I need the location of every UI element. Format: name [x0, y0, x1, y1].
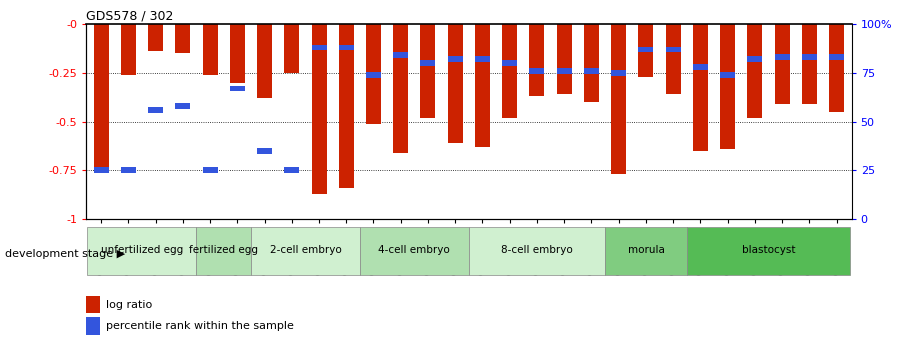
Bar [720, 24, 735, 149]
Text: blastocyst: blastocyst [742, 245, 795, 255]
Bar [584, 68, 599, 74]
Text: 4-cell embryo: 4-cell embryo [379, 245, 450, 255]
Bar [529, 24, 545, 96]
Bar [693, 24, 708, 151]
Bar [257, 24, 272, 98]
Bar [605, 227, 687, 275]
Bar [802, 55, 817, 60]
Bar [339, 45, 353, 50]
Bar [393, 24, 409, 153]
Text: 8-cell embryo: 8-cell embryo [501, 245, 573, 255]
Bar [747, 56, 763, 62]
Bar [775, 24, 790, 104]
Bar [86, 296, 100, 313]
Bar [339, 24, 353, 188]
Bar [360, 227, 468, 275]
Bar [120, 167, 136, 173]
Bar [666, 24, 680, 94]
Bar [197, 227, 251, 275]
Bar [720, 72, 735, 78]
Text: development stage ▶: development stage ▶ [5, 249, 125, 258]
Text: morula: morula [628, 245, 664, 255]
Bar [175, 24, 190, 53]
Bar [687, 227, 850, 275]
Bar [612, 24, 626, 174]
Bar [639, 47, 653, 52]
Bar [584, 24, 599, 102]
Bar [148, 107, 163, 113]
Bar [203, 167, 217, 173]
Bar [556, 24, 572, 94]
Bar [502, 24, 517, 118]
Text: log ratio: log ratio [106, 300, 152, 310]
Bar [556, 68, 572, 74]
Bar [230, 86, 245, 91]
Bar [86, 317, 100, 335]
Bar [251, 227, 360, 275]
Bar [88, 227, 197, 275]
Bar [829, 55, 844, 60]
Bar [175, 103, 190, 109]
Bar [420, 24, 436, 118]
Bar [502, 60, 517, 66]
Bar [666, 47, 680, 52]
Text: unfertilized egg: unfertilized egg [101, 245, 183, 255]
Bar [312, 45, 326, 50]
Text: GDS578 / 302: GDS578 / 302 [86, 10, 173, 23]
Bar [366, 72, 381, 78]
Bar [475, 56, 490, 62]
Bar [775, 55, 790, 60]
Bar [529, 68, 545, 74]
Bar [312, 24, 326, 194]
Bar [639, 24, 653, 77]
Bar [802, 24, 817, 104]
Bar [829, 24, 844, 112]
Bar [393, 52, 409, 58]
Bar [448, 24, 463, 143]
Text: fertilized egg: fertilized egg [189, 245, 258, 255]
Bar [203, 24, 217, 75]
Bar [93, 167, 109, 173]
Bar [612, 70, 626, 76]
Bar [366, 24, 381, 124]
Bar [284, 167, 299, 173]
Bar [257, 148, 272, 154]
Bar [468, 227, 605, 275]
Text: 2-cell embryo: 2-cell embryo [269, 245, 342, 255]
Bar [420, 60, 436, 66]
Bar [284, 24, 299, 73]
Bar [148, 24, 163, 51]
Bar [475, 24, 490, 147]
Text: percentile rank within the sample: percentile rank within the sample [106, 321, 294, 331]
Bar [448, 56, 463, 62]
Bar [747, 24, 763, 118]
Bar [120, 24, 136, 75]
Bar [693, 64, 708, 70]
Bar [93, 24, 109, 168]
Bar [230, 24, 245, 82]
